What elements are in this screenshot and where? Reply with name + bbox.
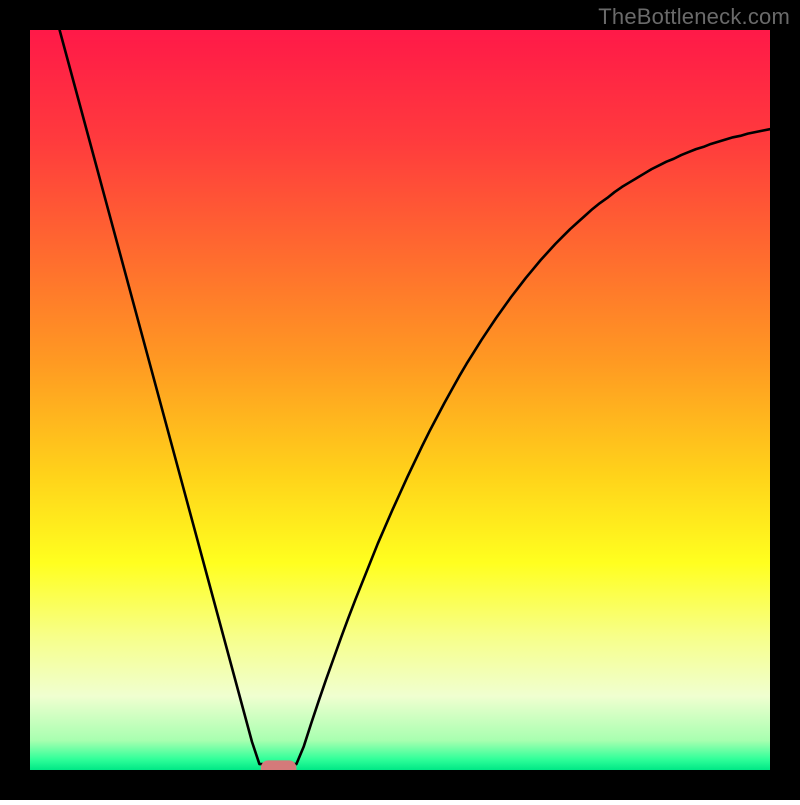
watermark-text: TheBottleneck.com	[598, 4, 790, 30]
chart-background	[30, 30, 770, 770]
bottleneck-chart	[0, 0, 800, 800]
chart-svg	[0, 0, 800, 800]
